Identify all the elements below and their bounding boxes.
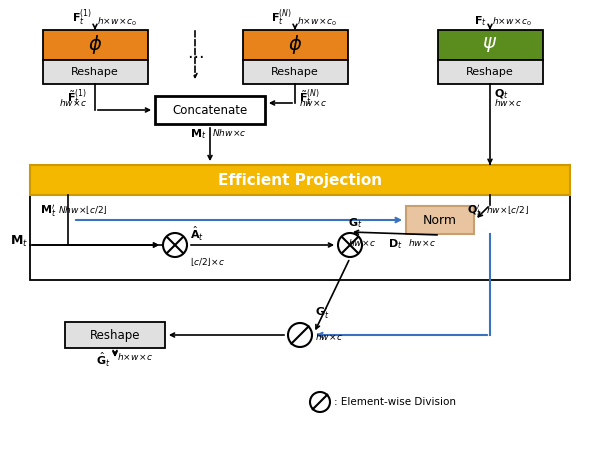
Text: $\mathbf{F}_t^{(N)}$: $\mathbf{F}_t^{(N)}$: [271, 7, 292, 28]
Text: $hw\!\times\!c$: $hw\!\times\!c$: [494, 97, 522, 108]
Bar: [43, 60, 147, 84]
Bar: [155, 96, 265, 124]
Circle shape: [338, 233, 362, 257]
Text: $h\!\times\!w\!\times\!c_0$: $h\!\times\!w\!\times\!c_0$: [297, 15, 337, 28]
Text: $hw\!\times\!c$: $hw\!\times\!c$: [59, 97, 87, 108]
Text: Concatenate: Concatenate: [172, 104, 247, 117]
Text: $h\!\times\!w\!\times\!c_0$: $h\!\times\!w\!\times\!c_0$: [97, 15, 137, 28]
Text: $\mathbf{M}_t$: $\mathbf{M}_t$: [9, 234, 28, 248]
Bar: [243, 30, 348, 60]
Circle shape: [310, 392, 330, 412]
Text: $\phi$: $\phi$: [288, 33, 302, 57]
Text: $\tilde{\mathbf{F}}_t^{(N)}$: $\tilde{\mathbf{F}}_t^{(N)}$: [299, 87, 320, 108]
Text: $\mathbf{F}_t^{(1)}$: $\mathbf{F}_t^{(1)}$: [72, 7, 92, 28]
Bar: [243, 60, 348, 84]
Text: $hw\!\times\!c$: $hw\!\times\!c$: [348, 237, 376, 248]
Bar: [30, 195, 570, 280]
Text: : Element-wise Division: : Element-wise Division: [334, 397, 456, 407]
Text: $\mathbf{Q}_t$: $\mathbf{Q}_t$: [494, 87, 509, 101]
Text: $\hat{\mathbf{G}}_t$: $\hat{\mathbf{G}}_t$: [96, 351, 111, 369]
Text: Reshape: Reshape: [71, 67, 119, 77]
Text: Norm: Norm: [423, 213, 457, 226]
Bar: [65, 322, 165, 348]
Text: $\mathbf{Q}_t'$: $\mathbf{Q}_t'$: [467, 203, 482, 219]
Text: $Nhw\!\times\!\lfloor c/2\rfloor$: $Nhw\!\times\!\lfloor c/2\rfloor$: [58, 203, 108, 216]
Circle shape: [163, 233, 187, 257]
Text: $\mathbf{G}_t'$: $\mathbf{G}_t'$: [315, 305, 330, 321]
Text: $\phi$: $\phi$: [88, 33, 102, 57]
Text: $\hat{\mathbf{A}}_t$: $\hat{\mathbf{A}}_t$: [190, 225, 204, 243]
Circle shape: [288, 323, 312, 347]
Text: $\mathbf{D}_t$: $\mathbf{D}_t$: [388, 237, 403, 251]
Text: $hw\!\times\!\lfloor c/2\rfloor$: $hw\!\times\!\lfloor c/2\rfloor$: [486, 203, 529, 216]
Text: $hw\!\times\!c$: $hw\!\times\!c$: [299, 97, 327, 108]
Text: Reshape: Reshape: [466, 67, 514, 77]
Text: $hw\!\times\!c$: $hw\!\times\!c$: [408, 237, 436, 248]
Text: $h\!\times\!w\!\times\!c$: $h\!\times\!w\!\times\!c$: [117, 351, 153, 362]
Text: $\mathbf{F}_t$: $\mathbf{F}_t$: [474, 14, 487, 28]
Text: $\lfloor c/2\rfloor\!\times\!c$: $\lfloor c/2\rfloor\!\times\!c$: [190, 255, 226, 268]
Text: Efficient Projection: Efficient Projection: [218, 172, 382, 188]
Text: Reshape: Reshape: [271, 67, 319, 77]
Text: $\tilde{\mathbf{F}}_t^{(1)}$: $\tilde{\mathbf{F}}_t^{(1)}$: [67, 87, 87, 108]
Text: $\psi$: $\psi$: [482, 36, 498, 54]
Bar: [30, 165, 570, 195]
Text: Reshape: Reshape: [90, 328, 140, 342]
Text: $\mathbf{G}_t$: $\mathbf{G}_t$: [348, 216, 362, 230]
Text: $hw\!\times\!c$: $hw\!\times\!c$: [315, 331, 343, 342]
Text: $h\!\times\!w\!\times\!c_0$: $h\!\times\!w\!\times\!c_0$: [492, 15, 532, 28]
Bar: [43, 30, 147, 60]
Text: $\mathbf{M}_t'$: $\mathbf{M}_t'$: [40, 203, 56, 219]
Bar: [406, 206, 474, 234]
Bar: [437, 60, 542, 84]
Bar: [437, 30, 542, 60]
Text: $\mathbf{M}_t$: $\mathbf{M}_t$: [189, 127, 206, 141]
Text: $\cdots$: $\cdots$: [186, 46, 203, 64]
Text: $Nhw\!\times\!c$: $Nhw\!\times\!c$: [212, 127, 247, 138]
